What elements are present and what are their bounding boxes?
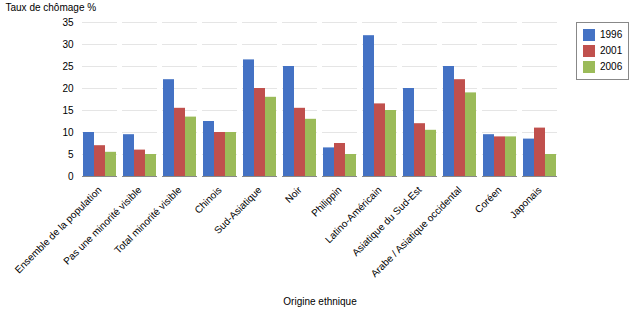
svg-text:Asiatique du Sud-Est: Asiatique du Sud-Est — [350, 184, 424, 258]
html-text:2001: 2001 — [600, 45, 623, 56]
svg-text:25: 25 — [62, 61, 74, 72]
svg-text:Japonais: Japonais — [508, 184, 544, 220]
svg-text:20: 20 — [62, 83, 74, 94]
svg-text:10: 10 — [62, 127, 74, 138]
svg-text:Arabe / Asiatique occidental: Arabe / Asiatique occidental — [369, 184, 464, 279]
svg-text:Noir: Noir — [283, 184, 304, 205]
svg-text:30: 30 — [62, 39, 74, 50]
svg-text:Ensemble de la population: Ensemble de la population — [12, 184, 104, 276]
svg-text:0: 0 — [68, 171, 74, 182]
svg-text:Pas une minorité visible: Pas une minorité visible — [61, 184, 144, 267]
svg-text:5: 5 — [68, 149, 74, 160]
svg-text:Origine ethnique: Origine ethnique — [283, 296, 357, 307]
svg-text:Taux de chômage %: Taux de chômage % — [6, 2, 97, 13]
html-text:1996: 1996 — [600, 29, 623, 40]
svg-text:Coréen: Coréen — [473, 184, 504, 215]
svg-text:15: 15 — [62, 105, 74, 116]
svg-text:Total minorité visible: Total minorité visible — [112, 184, 184, 256]
svg-text:Philippin: Philippin — [309, 184, 344, 219]
svg-text:Sud-Asiatique: Sud-Asiatique — [212, 184, 264, 236]
svg-text:Chinois: Chinois — [192, 184, 223, 215]
svg-text:Latino-Américain: Latino-Américain — [322, 184, 384, 246]
svg-text:35: 35 — [62, 17, 74, 28]
html-text:2006: 2006 — [600, 61, 623, 72]
